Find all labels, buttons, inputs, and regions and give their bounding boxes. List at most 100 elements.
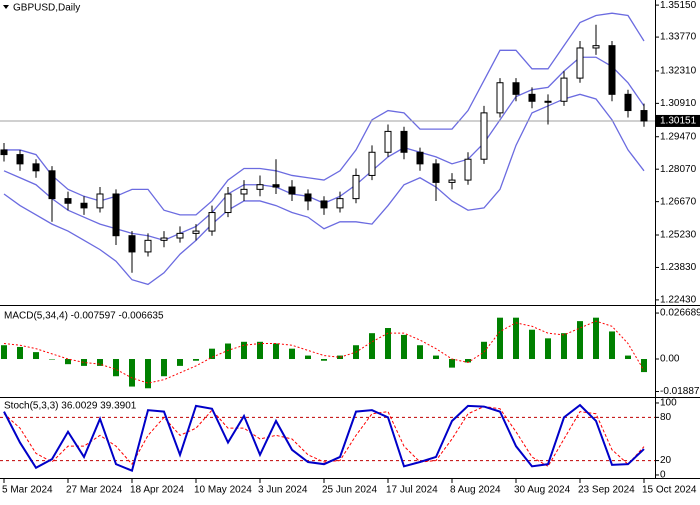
x-tick-label: 3 Jun 2024: [258, 485, 308, 496]
candle-body: [608, 45, 616, 95]
candle-body: [256, 184, 264, 190]
candle-body: [464, 158, 472, 181]
y-tick-label: 20: [660, 455, 672, 466]
macd-bar: [145, 359, 151, 389]
last-price-box: [655, 114, 700, 127]
candle-body: [400, 130, 408, 153]
x-tick-label: 30 Aug 2024: [514, 485, 571, 496]
x-tick-label: 17 Jul 2024: [386, 485, 438, 496]
macd-bar: [561, 333, 567, 360]
candle-body: [496, 82, 504, 114]
macd-title: MACD(5,34,4) -0.007597 -0.006635: [4, 311, 164, 322]
x-tick-label: 18 Apr 2024: [130, 485, 184, 496]
macd-bar: [401, 334, 407, 360]
macd-bar: [305, 355, 311, 360]
y-tick-label: 100: [660, 398, 677, 409]
y-tick-label: 0: [660, 470, 666, 481]
macd-bar: [593, 317, 599, 360]
macd-bar: [65, 359, 71, 365]
candle-body: [160, 237, 168, 241]
macd-bar: [81, 359, 87, 366]
candle-body: [48, 170, 56, 200]
x-tick-label: 23 Sep 2024: [578, 485, 635, 496]
candle-body: [560, 77, 568, 102]
macd-bar: [129, 359, 135, 387]
indicator-line: [3, 403, 645, 473]
y-tick-label: 1.35150: [660, 0, 697, 11]
chart-title: GBPUSD,Daily: [13, 3, 80, 14]
candle-body: [592, 45, 600, 49]
macd-bar: [529, 329, 535, 360]
macd-bar: [49, 359, 55, 360]
candle-body: [208, 212, 216, 232]
macd-bar: [337, 355, 343, 360]
candle-body: [320, 200, 328, 209]
macd-bar: [273, 343, 279, 360]
stoch-title: Stoch(5,3,3) 36.0029 39.3901: [4, 401, 137, 412]
macd-bar: [113, 359, 119, 377]
macd-bar: [513, 317, 519, 360]
y-tick-label: 1.25230: [660, 230, 697, 241]
macd-bar: [17, 346, 23, 360]
indicator-line: [3, 93, 645, 286]
macd-bar: [385, 328, 391, 360]
candle-body: [640, 110, 648, 122]
indicator-line: [3, 406, 645, 468]
macd-bar: [97, 359, 103, 366]
macd-bar: [577, 321, 583, 360]
y-tick-label: 1.23830: [660, 262, 697, 273]
candle-body: [224, 193, 232, 214]
macd-bar: [193, 359, 199, 361]
candle-body: [528, 93, 536, 102]
indicator-line: [3, 320, 645, 384]
candle-body: [304, 193, 312, 202]
macd-bar: [465, 359, 471, 363]
candle-body: [176, 232, 184, 239]
x-tick-label: 10 May 2024: [194, 485, 252, 496]
candle-body: [16, 154, 24, 165]
macd-bar: [209, 348, 215, 360]
candle-body: [128, 235, 136, 253]
macd-bar: [433, 355, 439, 360]
candle-body: [144, 239, 152, 253]
macd-bar: [33, 352, 39, 360]
macd-bar: [257, 341, 263, 360]
candle-body: [0, 149, 8, 156]
x-tick-label: 5 Mar 2024: [2, 485, 53, 496]
candle-body: [272, 184, 280, 188]
macd-bar: [609, 331, 615, 360]
candle-body: [288, 186, 296, 195]
candle-body: [544, 100, 552, 103]
macd-bar: [641, 359, 647, 373]
y-tick-label: 1.28070: [660, 164, 697, 175]
macd-bar: [625, 355, 631, 360]
candle-body: [480, 112, 488, 160]
y-tick-label: -0.018877: [660, 386, 700, 397]
candle-body: [240, 188, 248, 195]
macd-bar: [449, 359, 455, 368]
y-tick-label: 1.30910: [660, 98, 697, 109]
candle-body: [352, 174, 360, 200]
macd-bar: [241, 341, 247, 360]
macd-bar: [417, 345, 423, 360]
macd-bar: [497, 317, 503, 360]
candle-body: [112, 193, 120, 237]
candle-body: [368, 151, 376, 176]
candle-body: [80, 202, 88, 209]
candle-body: [448, 179, 456, 183]
indicator-line: [4, 12, 645, 216]
candle-body: [416, 151, 424, 165]
y-tick-label: 0.026689: [660, 308, 700, 319]
candle-body: [384, 130, 392, 153]
y-tick-label: 1.32310: [660, 66, 697, 77]
macd-bar: [369, 333, 375, 360]
y-tick-label: 80: [660, 412, 672, 423]
x-tick-label: 8 Aug 2024: [450, 485, 501, 496]
candle-body: [576, 47, 584, 79]
last-price-label: 1.30151: [660, 116, 697, 127]
candle-body: [32, 163, 40, 172]
candle-body: [432, 163, 440, 183]
candle-body: [624, 93, 632, 112]
macd-bar: [177, 359, 183, 366]
y-tick-label: 0.00: [660, 354, 680, 365]
